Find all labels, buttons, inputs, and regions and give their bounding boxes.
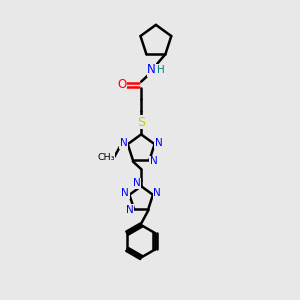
Text: N: N bbox=[126, 205, 134, 215]
Text: S: S bbox=[137, 116, 145, 128]
Text: N: N bbox=[153, 188, 161, 198]
Text: N: N bbox=[147, 63, 156, 76]
Text: N: N bbox=[155, 138, 163, 148]
Text: CH₃: CH₃ bbox=[97, 153, 115, 162]
Text: H: H bbox=[157, 65, 165, 75]
Text: O: O bbox=[117, 78, 127, 91]
Text: N: N bbox=[133, 178, 141, 188]
Text: N: N bbox=[120, 138, 128, 148]
Text: N: N bbox=[150, 156, 158, 166]
Text: N: N bbox=[122, 188, 129, 198]
